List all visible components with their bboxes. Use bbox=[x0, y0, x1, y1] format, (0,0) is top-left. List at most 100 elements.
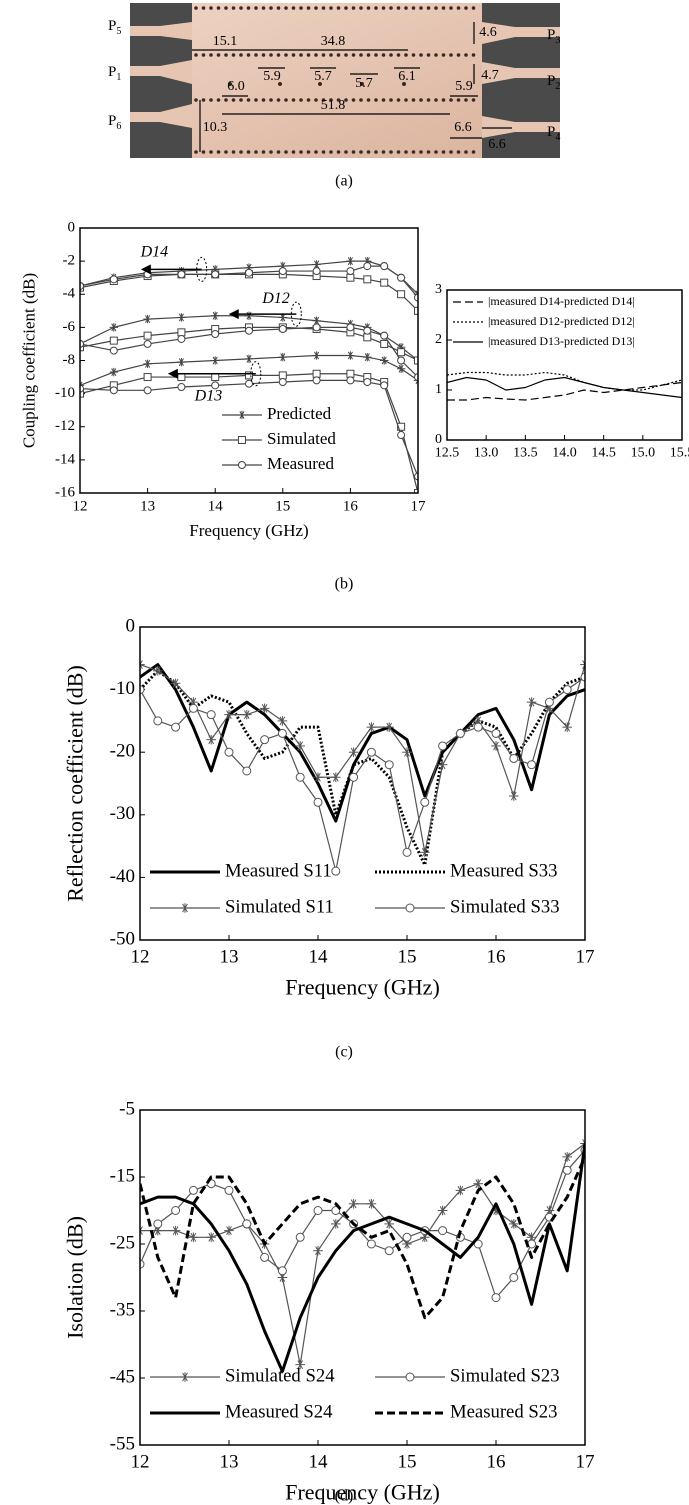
circle-marker bbox=[509, 753, 519, 763]
x-tick-label: 13.5 bbox=[513, 446, 538, 461]
y-tick-label: 2 bbox=[435, 332, 442, 347]
circle-marker bbox=[177, 270, 186, 279]
star-marker bbox=[348, 747, 359, 757]
dimension-label: 4.7 bbox=[481, 68, 499, 83]
via bbox=[209, 6, 213, 10]
via bbox=[419, 150, 423, 154]
star-marker bbox=[384, 722, 394, 732]
circle-marker bbox=[171, 1206, 181, 1215]
star-marker bbox=[143, 359, 152, 369]
circle-marker bbox=[397, 356, 406, 365]
circle-marker bbox=[562, 1165, 572, 1175]
star-marker bbox=[140, 1225, 145, 1236]
star-marker bbox=[366, 722, 377, 732]
series-line bbox=[140, 1156, 585, 1320]
via bbox=[231, 6, 236, 10]
y-tick-label: -4 bbox=[63, 286, 76, 302]
y-tick-label: -2 bbox=[63, 253, 76, 269]
plot-frame bbox=[139, 1109, 586, 1446]
circle-marker bbox=[346, 376, 355, 385]
circle-marker bbox=[278, 325, 287, 334]
y-tick-label: -35 bbox=[110, 1299, 135, 1320]
via bbox=[269, 6, 273, 10]
legend-label: Simulated S33 bbox=[450, 896, 560, 917]
star-marker bbox=[509, 1219, 519, 1229]
x-tick-label: 17 bbox=[576, 946, 595, 967]
via bbox=[201, 98, 206, 102]
square-marker bbox=[177, 373, 186, 382]
star-marker bbox=[277, 716, 288, 726]
circle-marker bbox=[245, 268, 253, 277]
x-tick-label: 17 bbox=[411, 499, 427, 515]
via bbox=[216, 6, 221, 10]
via bbox=[231, 150, 236, 154]
via bbox=[321, 98, 326, 102]
caption: (b) bbox=[335, 576, 354, 593]
y-axis-title: Isolation (dB) bbox=[62, 1216, 87, 1339]
star-marker bbox=[562, 722, 572, 732]
via bbox=[344, 98, 348, 102]
x-tick-label: 16 bbox=[487, 946, 506, 967]
via bbox=[269, 53, 273, 57]
annotation-label: D14 bbox=[140, 244, 169, 261]
trace bbox=[130, 22, 192, 40]
via bbox=[411, 53, 416, 57]
via bbox=[456, 53, 461, 57]
via bbox=[471, 53, 476, 57]
circle-marker bbox=[491, 1293, 501, 1303]
star-marker bbox=[206, 734, 216, 745]
port-label: P1 bbox=[108, 64, 121, 83]
x-tick-label: 17 bbox=[576, 1451, 595, 1472]
dimension-arrows bbox=[192, 22, 512, 152]
star-marker bbox=[177, 357, 186, 367]
via bbox=[231, 53, 236, 57]
via bbox=[464, 53, 468, 57]
via bbox=[426, 150, 431, 154]
via bbox=[314, 53, 318, 57]
y-tick-label: -45 bbox=[110, 1366, 135, 1387]
circle-marker bbox=[140, 1259, 145, 1269]
circle-marker bbox=[211, 330, 220, 338]
via bbox=[449, 98, 453, 102]
circle-marker bbox=[188, 703, 198, 713]
via bbox=[209, 98, 213, 102]
series-line bbox=[140, 1143, 585, 1373]
dimension-label: 34.8 bbox=[321, 34, 346, 49]
chart: 12 13 14 15 16 17 -5 -15 -25 -35 -45 -55 Frequency (… bbox=[62, 1098, 594, 1504]
via bbox=[276, 98, 281, 102]
y-tick-label: -25 bbox=[110, 1232, 135, 1253]
via bbox=[411, 6, 416, 10]
via bbox=[239, 150, 243, 154]
x-tick-label: 12 bbox=[131, 1451, 150, 1472]
star-stroke bbox=[140, 1229, 143, 1236]
circle-marker bbox=[278, 378, 287, 387]
via bbox=[351, 150, 356, 154]
series-line bbox=[447, 371, 682, 391]
via bbox=[426, 53, 431, 57]
y-tick-label: -10 bbox=[55, 385, 75, 401]
via bbox=[306, 6, 311, 10]
via bbox=[396, 98, 401, 102]
via bbox=[216, 150, 221, 154]
caption: (a) bbox=[335, 173, 353, 190]
via bbox=[246, 53, 251, 57]
circle-marker bbox=[331, 866, 341, 876]
port-index: 3 bbox=[555, 35, 560, 46]
circle-marker bbox=[153, 716, 163, 726]
x-tick-label: 13 bbox=[220, 946, 239, 967]
circle-marker bbox=[331, 1206, 341, 1215]
via bbox=[239, 98, 243, 102]
star-marker bbox=[244, 354, 254, 364]
chart: 12 13 14 15 16 17 0 -10 -20 -30 -40 -50 Frequency (G… bbox=[62, 615, 594, 999]
via bbox=[374, 6, 378, 10]
circle-marker bbox=[143, 386, 152, 395]
port-label: P4 bbox=[547, 124, 560, 143]
via bbox=[411, 150, 416, 154]
circle-marker bbox=[171, 722, 181, 732]
via bbox=[278, 82, 282, 86]
star-marker bbox=[346, 256, 355, 266]
y-axis-title: Reflection coefficient (dB) bbox=[62, 665, 87, 902]
via bbox=[396, 6, 401, 10]
circle-marker bbox=[562, 685, 572, 695]
plot-frame bbox=[446, 289, 683, 441]
